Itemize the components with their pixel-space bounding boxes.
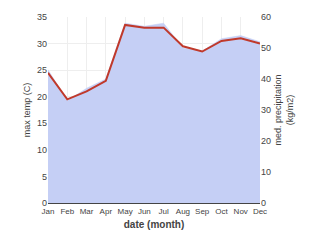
- svg-text:20: 20: [261, 136, 271, 146]
- svg-text:Nov: Nov: [234, 207, 248, 216]
- svg-text:Jul: Jul: [159, 207, 169, 216]
- svg-text:Mar: Mar: [80, 207, 94, 216]
- svg-text:30: 30: [37, 39, 47, 49]
- svg-text:Oct: Oct: [215, 207, 228, 216]
- svg-text:35: 35: [37, 12, 47, 22]
- svg-text:Jan: Jan: [42, 207, 55, 216]
- svg-text:30: 30: [261, 105, 271, 115]
- svg-text:15: 15: [37, 118, 47, 128]
- svg-text:max temp (C): max temp (C): [22, 83, 32, 138]
- svg-text:50: 50: [261, 43, 271, 53]
- svg-text:5: 5: [42, 172, 47, 182]
- svg-text:med. precipitation(kg/m2): med. precipitation(kg/m2): [273, 74, 295, 145]
- svg-text:0: 0: [261, 198, 266, 208]
- svg-text:60: 60: [261, 12, 271, 22]
- svg-text:Aug: Aug: [176, 207, 190, 216]
- svg-text:10: 10: [37, 145, 47, 155]
- svg-text:Sep: Sep: [195, 207, 210, 216]
- svg-text:Apr: Apr: [100, 207, 113, 216]
- svg-text:May: May: [118, 207, 133, 216]
- svg-text:Feb: Feb: [60, 207, 74, 216]
- svg-text:date (month): date (month): [124, 219, 185, 230]
- svg-text:Jun: Jun: [138, 207, 151, 216]
- svg-text:10: 10: [261, 167, 271, 177]
- svg-text:0: 0: [42, 198, 47, 208]
- svg-text:40: 40: [261, 74, 271, 84]
- svg-text:25: 25: [37, 65, 47, 75]
- svg-text:20: 20: [37, 92, 47, 102]
- svg-text:Dec: Dec: [253, 207, 267, 216]
